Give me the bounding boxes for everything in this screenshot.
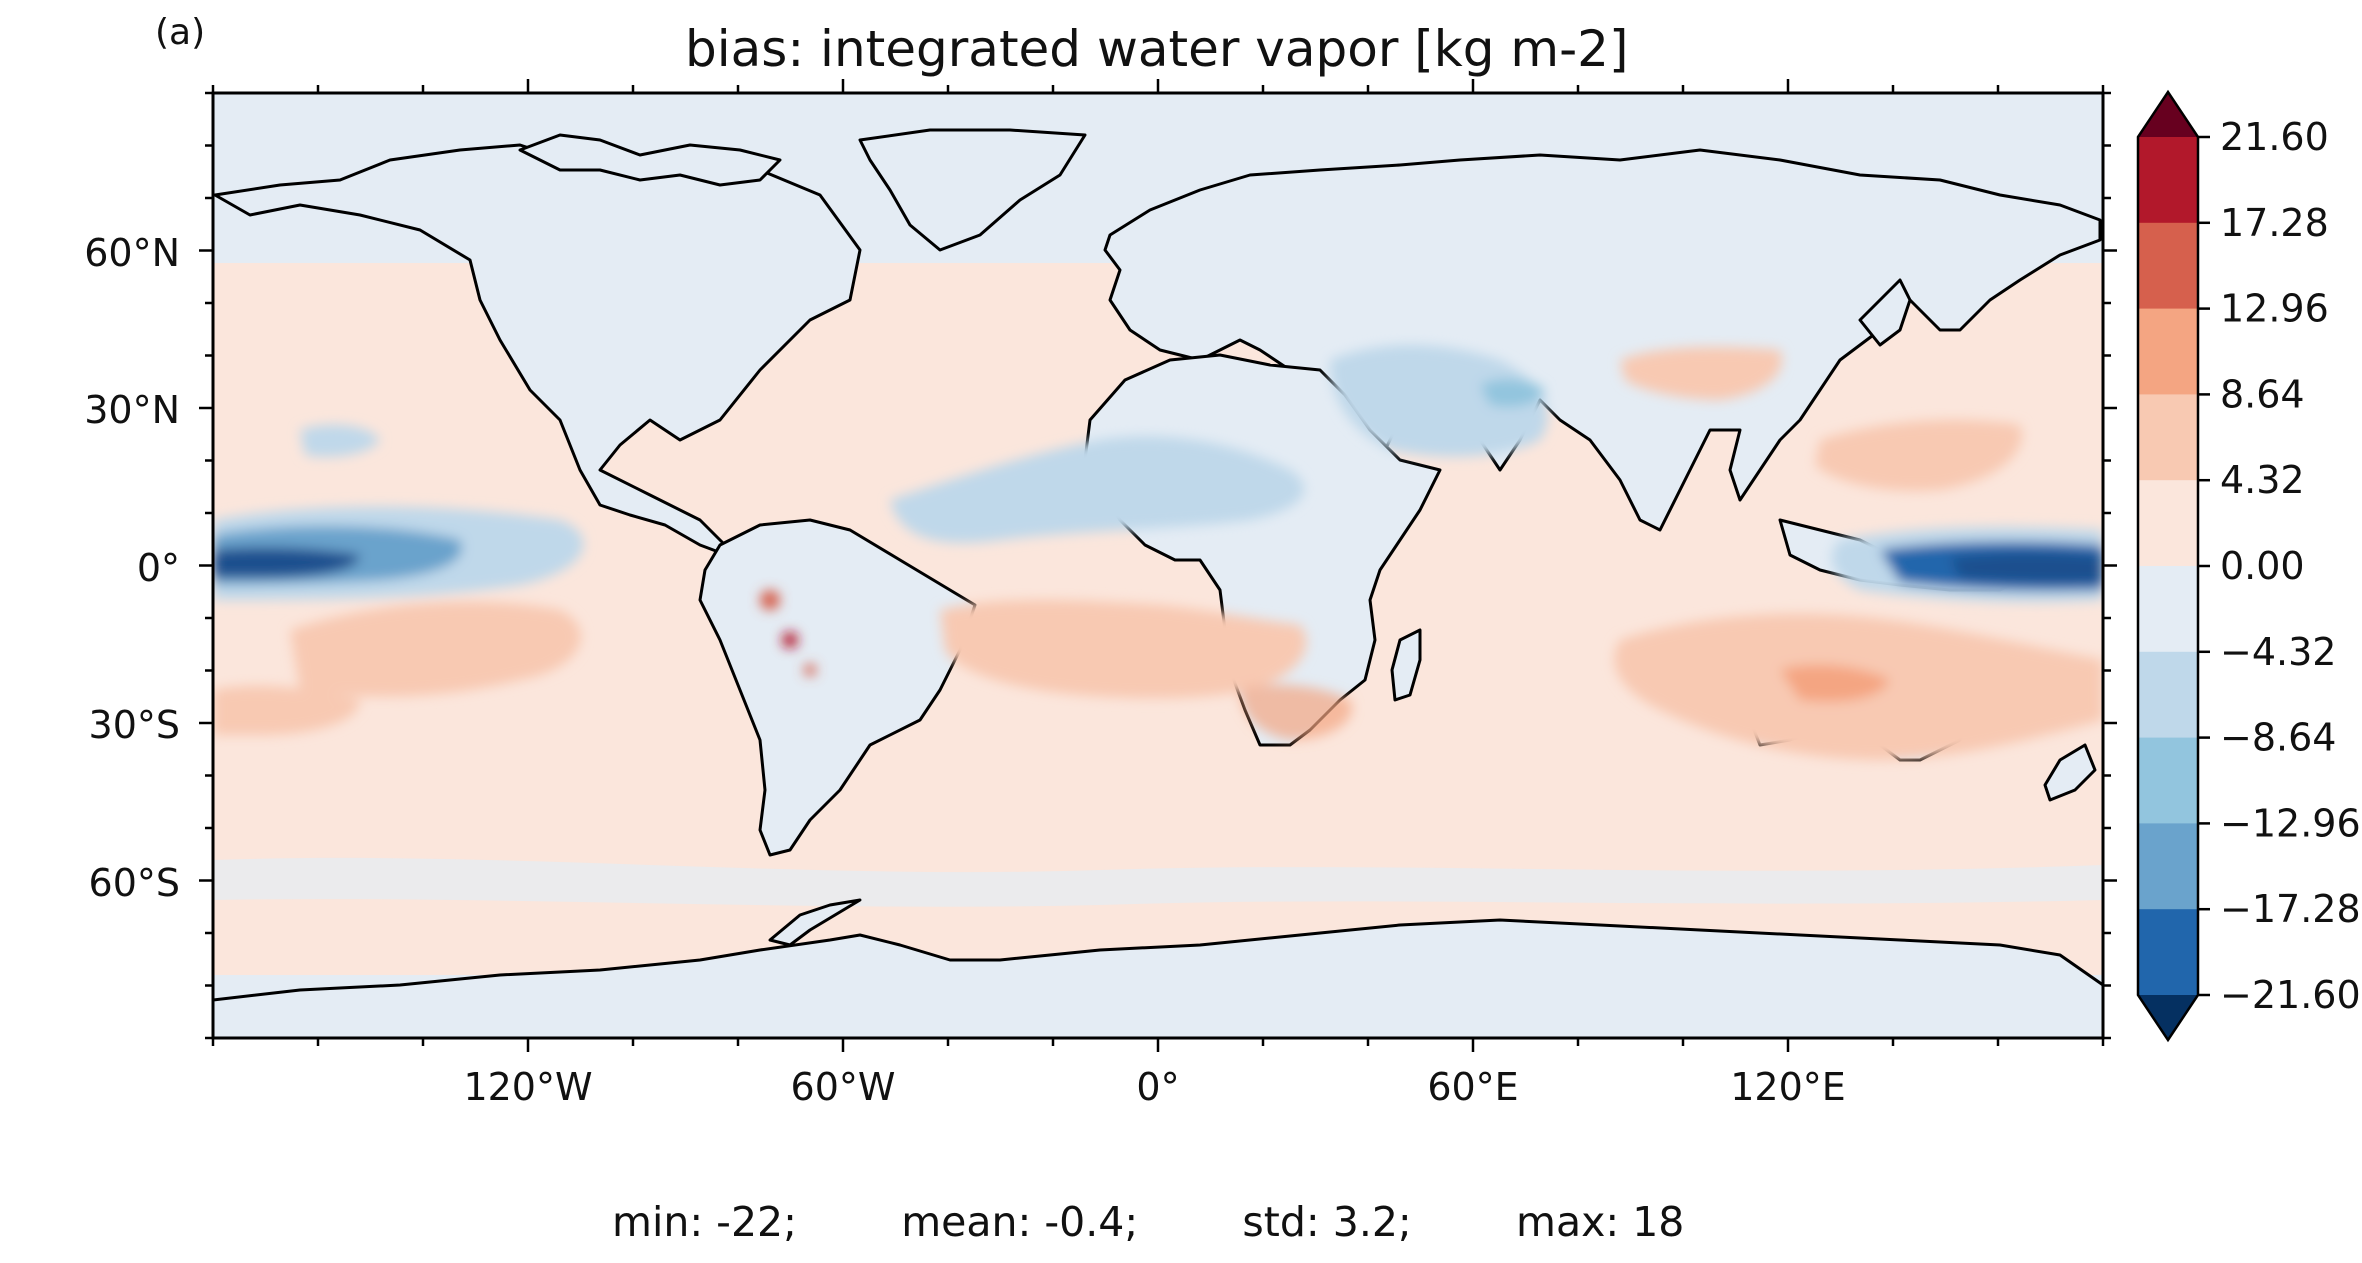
- hawaii-negative: [300, 424, 380, 457]
- lon-tick-label: 120°E: [1730, 1065, 1846, 1109]
- statistics-line: min: -22; mean: -0.4; std: 3.2; max: 18: [612, 1198, 1684, 1246]
- colorbar-bin: [2138, 651, 2198, 739]
- colorbar-bin: [2138, 737, 2198, 824]
- w-pacific-south-positive: [213, 685, 360, 735]
- lat-tick-label: 60°S: [89, 861, 180, 905]
- arabia-india-negative: [1330, 345, 1548, 457]
- colorbar-labels: 21.60 17.28 12.96 8.64 4.32 0.00 −4.32 −8.64 −12…: [2220, 115, 2361, 1017]
- land-masses: [213, 128, 2103, 1038]
- andes-positive-3: [804, 664, 816, 676]
- panel-label: (a): [155, 12, 206, 53]
- southern-ocean-band: [213, 857, 2103, 907]
- latitude-labels: 60°N 30°N 0° 30°S 60°S: [84, 231, 180, 905]
- colorbar-extend-max: [2138, 92, 2198, 137]
- colorbar: [2136, 89, 2210, 1043]
- stat-min: min: -22;: [612, 1198, 797, 1246]
- colorbar-bin: [2138, 308, 2198, 395]
- colorbar-tick-label: 0.00: [2220, 544, 2305, 588]
- colorbar-tick-label: 12.96: [2220, 287, 2329, 331]
- atlantic-sahara-negative: [890, 436, 1305, 543]
- antarctic-peninsula: [768, 898, 862, 947]
- axis-ticks: [199, 79, 2117, 1052]
- tibet-negative: [1480, 378, 1545, 407]
- lon-tick-label: 120°W: [463, 1065, 592, 1109]
- colorbar-bin: [2138, 137, 2198, 224]
- colorbar-bin: [2138, 823, 2198, 910]
- colorbar-bin: [2138, 222, 2198, 310]
- colorbar-bin: [2138, 909, 2198, 996]
- colorbar-tick-label: −21.60: [2220, 973, 2361, 1017]
- stat-std: std: 3.2;: [1242, 1198, 1412, 1246]
- colorbar-bin: [2138, 394, 2198, 481]
- s-africa-positive: [1240, 684, 1352, 740]
- colorbar-tick-label: −17.28: [2220, 887, 2361, 931]
- stat-max: max: 18: [1516, 1198, 1685, 1246]
- e-pacific-negative-core: [213, 547, 360, 578]
- andes-positive-2: [782, 632, 798, 648]
- lat-tick-label: 60°N: [84, 231, 180, 275]
- china-positive: [1620, 347, 1782, 400]
- colorbar-tick-label: −4.32: [2220, 630, 2336, 674]
- colorbar-tick-label: 4.32: [2220, 458, 2305, 502]
- lon-tick-label: 0°: [1136, 1065, 1179, 1109]
- canadian-archipelago: [518, 133, 782, 187]
- map-title: bias: integrated water vapor [kg m-2]: [685, 20, 1629, 78]
- colorbar-bin: [2138, 480, 2198, 567]
- lat-tick-label: 0°: [137, 546, 180, 590]
- colorbar-tick-label: 8.64: [2220, 372, 2305, 416]
- colorbar-tick-label: 21.60: [2220, 115, 2329, 159]
- greenland: [858, 128, 1087, 252]
- lat-tick-label: 30°S: [89, 703, 180, 747]
- stat-mean: mean: -0.4;: [901, 1198, 1139, 1246]
- longitude-labels: 120°W 60°W 0° 60°E 120°E: [463, 1065, 1845, 1109]
- colorbar-bin: [2138, 566, 2198, 653]
- lat-tick-label: 30°N: [84, 388, 180, 432]
- madagascar: [1390, 628, 1422, 702]
- bias-features: [213, 345, 2103, 760]
- australia-positive-core: [1780, 664, 1890, 702]
- s-atlantic-indian-positive: [940, 600, 1307, 699]
- japan: [1858, 278, 1912, 347]
- lon-tick-label: 60°E: [1427, 1065, 1518, 1109]
- new-zealand: [2043, 743, 2097, 802]
- e-pacific-south-positive: [290, 601, 581, 697]
- map-area: [213, 93, 2103, 1038]
- nw-pacific-positive: [1815, 420, 2022, 491]
- andes-positive-1: [760, 590, 780, 610]
- colorbar-extend-min: [2138, 995, 2198, 1040]
- antarctica: [213, 918, 2103, 1038]
- lon-tick-label: 60°W: [791, 1065, 896, 1109]
- colorbar-tick-label: −12.96: [2220, 801, 2361, 845]
- colorbar-tick-label: 17.28: [2220, 201, 2329, 245]
- w-pacific-negative-core: [1950, 552, 2103, 583]
- colorbar-tick-label: −8.64: [2220, 716, 2336, 760]
